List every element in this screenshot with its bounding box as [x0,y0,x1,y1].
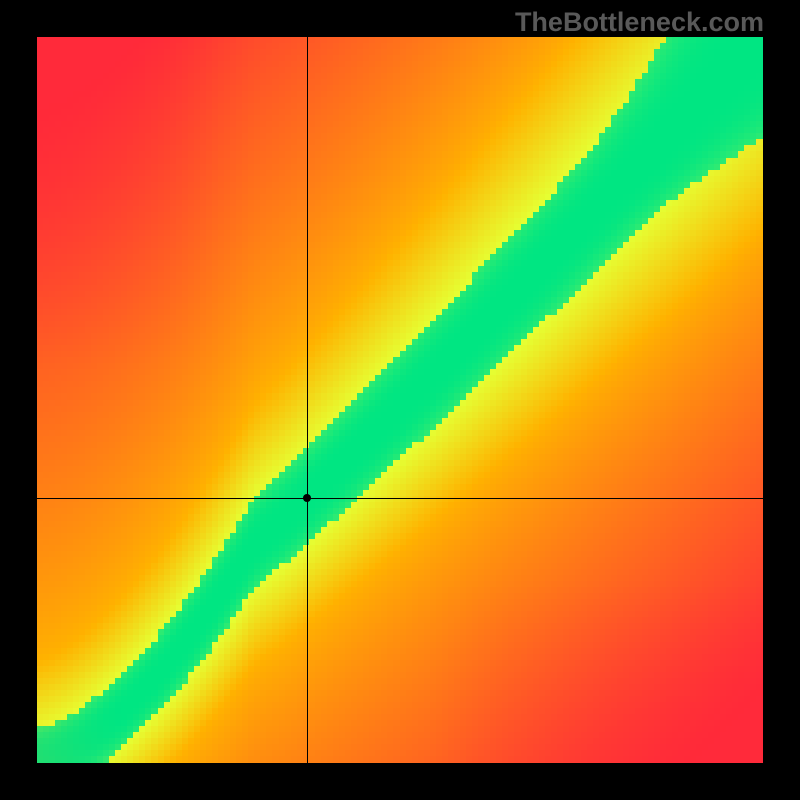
crosshair-horizontal [37,498,763,499]
crosshair-vertical [307,37,308,763]
crosshair-marker [303,494,311,502]
bottleneck-heatmap [37,37,763,763]
chart-container: TheBottleneck.com [0,0,800,800]
watermark-text: TheBottleneck.com [515,7,764,38]
